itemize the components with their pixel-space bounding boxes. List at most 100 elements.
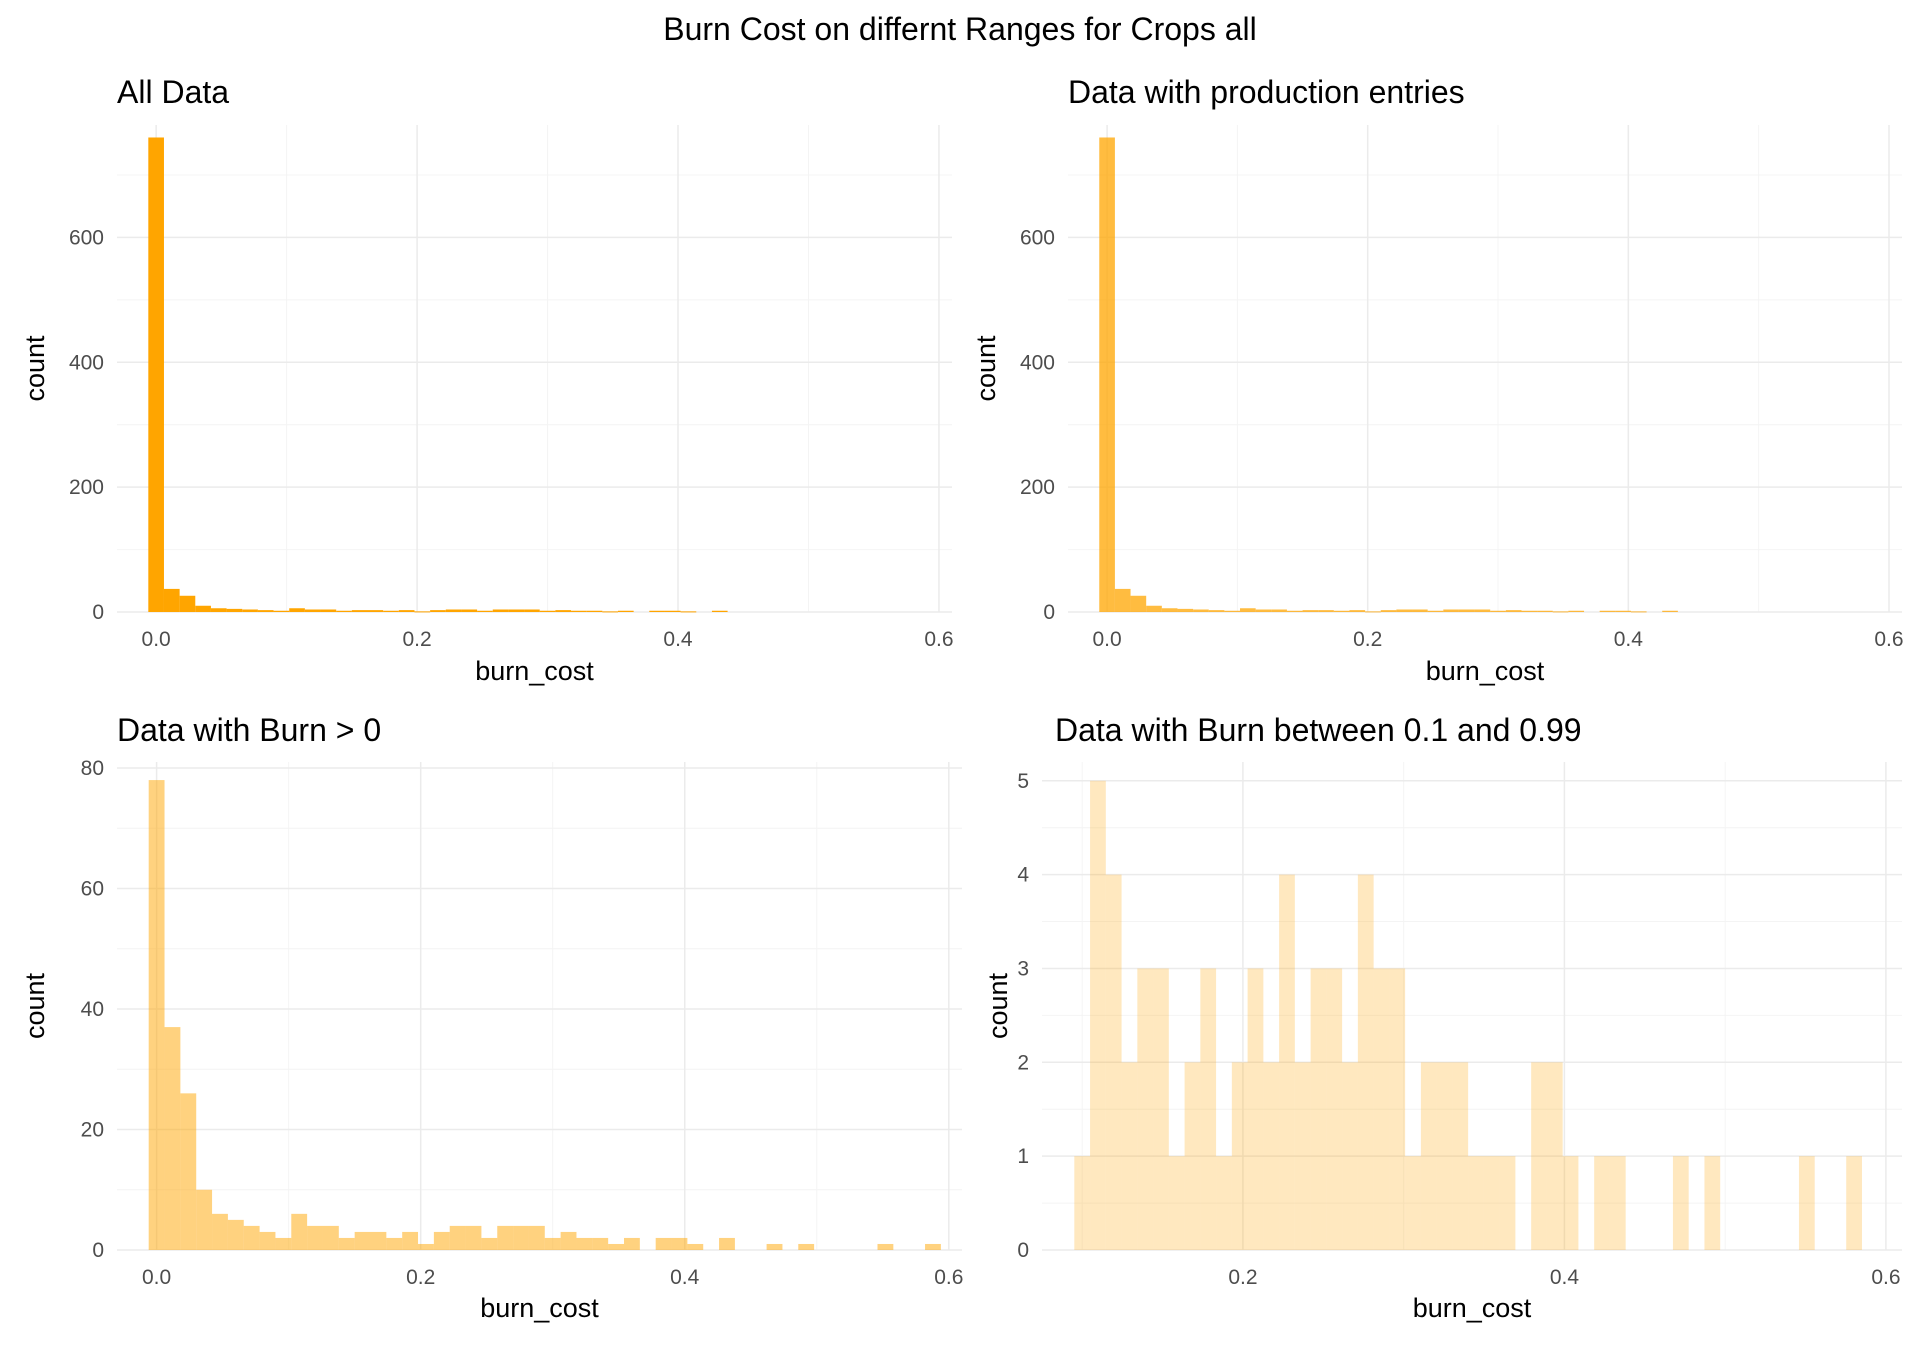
y-tick-label: 60 (81, 878, 104, 901)
x-tick-label: 0.0 (142, 628, 171, 651)
histogram-bar (664, 610, 681, 612)
histogram-bar (1599, 610, 1616, 612)
histogram-bar (336, 610, 352, 612)
x-tick-label: 0.4 (1614, 628, 1644, 651)
histogram-bar (273, 610, 290, 612)
histogram-bar (528, 1225, 545, 1250)
histogram-bar (433, 1231, 450, 1250)
histogram-bar (1452, 1062, 1469, 1250)
panel-title: Data with Burn between 0.1 and 0.99 (1055, 712, 1582, 748)
y-axis-label: count (20, 335, 50, 402)
histogram-bar (1474, 609, 1491, 612)
histogram-bar (1357, 874, 1374, 1250)
histogram-bar (1255, 609, 1272, 612)
histogram-bar (539, 610, 556, 612)
histogram-bar (624, 1237, 640, 1250)
histogram-bar (196, 1189, 213, 1250)
histogram-bar (259, 1231, 276, 1250)
histogram-bar (351, 610, 368, 612)
panel-title: Data with production entries (1068, 74, 1465, 110)
x-tick-label: 0.0 (142, 1266, 171, 1289)
histogram-bar (544, 1237, 561, 1250)
histogram-bar (1396, 609, 1413, 612)
y-axis-label: count (20, 972, 50, 1039)
histogram-bar (320, 609, 337, 612)
histogram-bar (1458, 609, 1475, 612)
histogram-panel: Data with Burn between 0.1 and 0.99 0 1 2 3 4… (983, 712, 1902, 1323)
histogram-bar (649, 610, 665, 612)
histogram-bar (687, 1243, 704, 1250)
histogram-bar (608, 1243, 624, 1250)
histogram-bar (1184, 1062, 1201, 1250)
y-tick-label: 600 (1020, 226, 1055, 249)
histogram-bar (1294, 1062, 1311, 1250)
histogram-bar (798, 1243, 815, 1250)
histogram-bar (877, 1243, 894, 1250)
histogram-bar (164, 1027, 181, 1250)
y-tick-label: 0 (92, 1239, 104, 1262)
histogram-bar (418, 1243, 434, 1250)
histogram-bar (1468, 1156, 1484, 1250)
histogram-bar (1200, 968, 1217, 1250)
histogram-bar (1240, 608, 1256, 612)
histogram-bar (592, 1237, 609, 1250)
histogram-bar (1168, 1156, 1185, 1250)
x-tick-label: 0.2 (406, 1266, 435, 1289)
x-tick-label: 0.0 (1092, 628, 1121, 651)
histogram-bar (655, 1237, 672, 1250)
y-tick-label: 200 (69, 476, 104, 499)
histogram-panel: Data with Burn > 0 0 20 40 60 80 0.0 0.2 0.4 0.6 b… (20, 712, 963, 1323)
histogram-bar (1412, 609, 1428, 612)
histogram-bar (163, 588, 180, 612)
histogram-bar (1615, 610, 1631, 612)
histogram-bar (1373, 968, 1390, 1250)
x-axis-label: burn_cost (1426, 656, 1545, 686)
histogram-bar (322, 1225, 339, 1250)
panel-title: All Data (117, 74, 229, 110)
histogram-bar (555, 610, 572, 612)
y-tick-label: 0 (1017, 1239, 1029, 1262)
histogram-bar (1224, 610, 1241, 612)
histogram-bar (370, 1231, 387, 1250)
histogram-bar (1161, 608, 1178, 612)
histogram-bar (402, 1231, 419, 1250)
histogram-bar (1302, 610, 1319, 612)
x-tick-label: 0.6 (934, 1266, 963, 1289)
histogram-bar (1208, 610, 1225, 612)
histogram-bar (1531, 1062, 1547, 1250)
histogram-bar (680, 611, 697, 613)
histogram-bar (304, 609, 321, 612)
histogram-bar (1798, 1156, 1815, 1250)
y-tick-label: 400 (69, 351, 104, 374)
histogram-bar (1594, 1156, 1610, 1250)
x-tick-label: 0.4 (670, 1266, 700, 1289)
x-tick-label: 0.4 (663, 628, 693, 651)
histogram-bar (1505, 610, 1522, 612)
histogram-bar (1552, 611, 1569, 613)
histogram-bar (1499, 1156, 1516, 1250)
histogram-bar (242, 609, 258, 612)
histogram-bar (243, 1225, 260, 1250)
histogram-bar (1130, 595, 1147, 612)
x-tick-label: 0.6 (924, 628, 953, 651)
histogram-bar (1562, 1156, 1579, 1250)
histogram-bar (508, 609, 525, 612)
y-axis-label: count (971, 335, 1001, 402)
histogram-bar (212, 1213, 228, 1250)
histogram-bar (227, 1219, 244, 1250)
histogram-bar (1662, 610, 1678, 612)
histogram-bar (383, 610, 399, 612)
histogram-bar (195, 605, 211, 612)
x-axis-label: burn_cost (475, 656, 594, 686)
histogram-bar (1216, 1156, 1232, 1250)
histogram-bar (586, 610, 603, 612)
histogram-bar (1609, 1156, 1626, 1250)
histogram-bar (1318, 610, 1334, 612)
x-tick-label: 0.2 (402, 628, 431, 651)
y-tick-label: 1 (1017, 1145, 1029, 1168)
histogram-bar (1310, 968, 1327, 1250)
histogram-bar (445, 609, 462, 612)
x-tick-label: 0.6 (1871, 1266, 1900, 1289)
histogram-bar (1389, 968, 1406, 1250)
